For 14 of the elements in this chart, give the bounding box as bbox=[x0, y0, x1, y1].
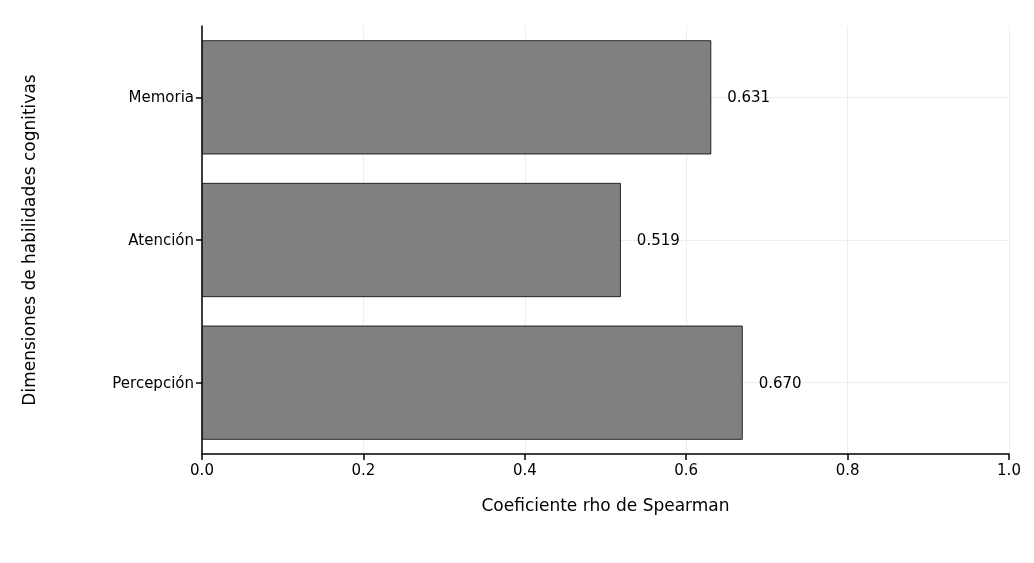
x-tick-label: 0.6 bbox=[674, 460, 699, 479]
x-tick-label: 0.2 bbox=[351, 460, 376, 479]
x-axis-title: Coeficiente rho de Spearman bbox=[481, 494, 730, 515]
data-label: 0.670 bbox=[758, 373, 802, 392]
y-axis-title: Dimensiones de habilidades cognitivas bbox=[18, 74, 39, 406]
data-label: 0.519 bbox=[636, 231, 680, 249]
y-tick-label: Percepción bbox=[112, 373, 194, 392]
x-tick-label: 0.8 bbox=[835, 460, 860, 479]
x-tick-label: 0.0 bbox=[190, 460, 214, 479]
x-tick-label: 1.0 bbox=[997, 460, 1021, 479]
data-label: 0.631 bbox=[727, 88, 771, 107]
x-tick-label: 0.4 bbox=[512, 460, 537, 479]
y-tick-label: Atención bbox=[128, 231, 194, 249]
y-tick-label: Memoria bbox=[128, 88, 194, 107]
